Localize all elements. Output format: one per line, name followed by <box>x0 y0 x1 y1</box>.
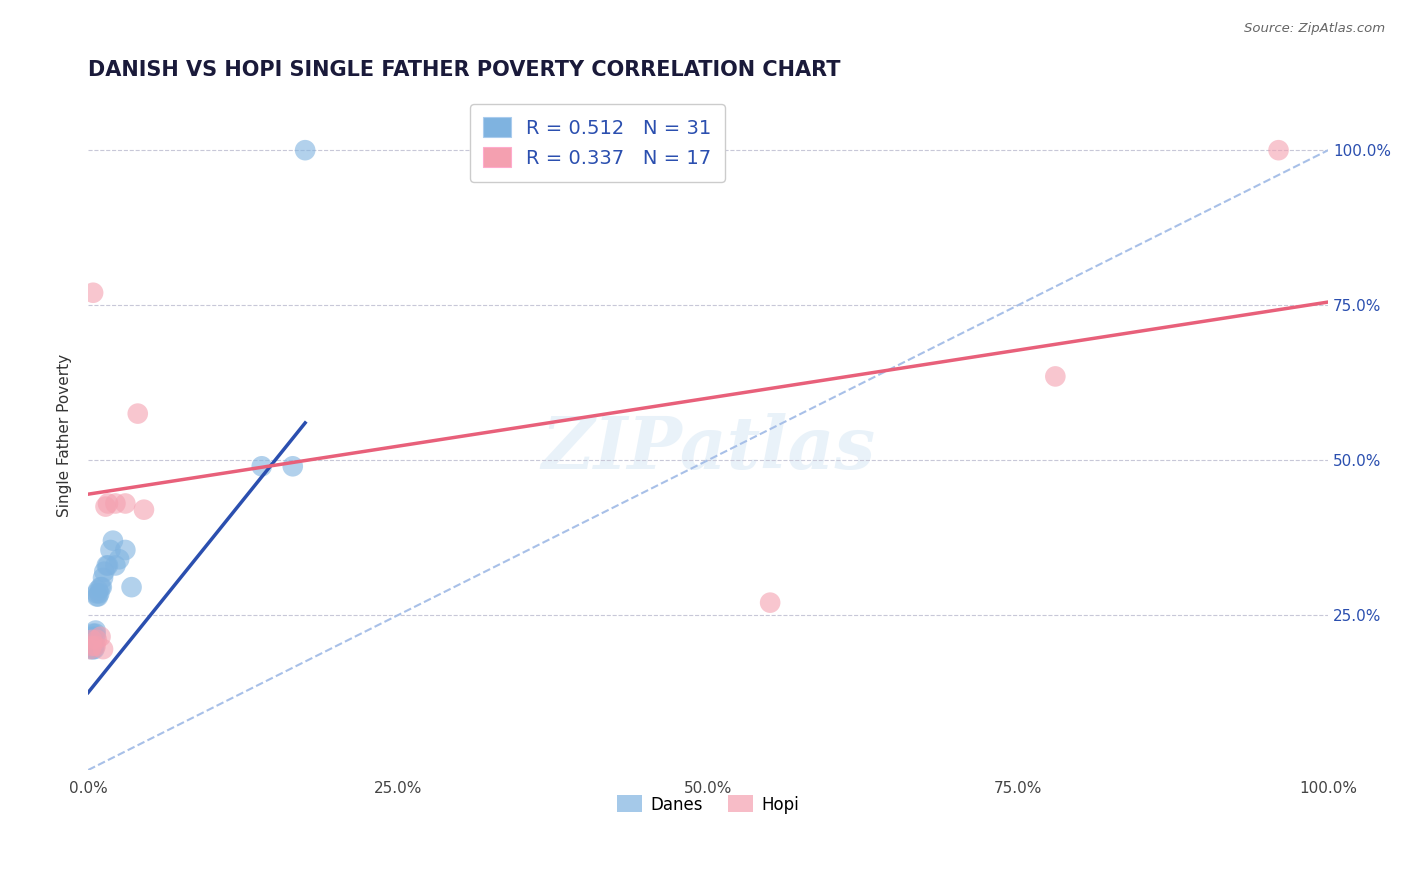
Point <box>294 143 316 157</box>
Point <box>93 565 115 579</box>
Point <box>97 496 120 510</box>
Point <box>94 500 117 514</box>
Text: DANISH VS HOPI SINGLE FATHER POVERTY CORRELATION CHART: DANISH VS HOPI SINGLE FATHER POVERTY COR… <box>89 60 841 79</box>
Point <box>87 583 110 598</box>
Text: ZIPatlas: ZIPatlas <box>541 413 875 484</box>
Point <box>91 571 114 585</box>
Text: Source: ZipAtlas.com: Source: ZipAtlas.com <box>1244 22 1385 36</box>
Point <box>82 642 104 657</box>
Point <box>1267 143 1289 157</box>
Point <box>80 632 103 647</box>
Point <box>86 632 108 647</box>
Point <box>101 533 124 548</box>
Point <box>84 624 107 638</box>
Point <box>114 543 136 558</box>
Point <box>82 632 104 647</box>
Point <box>91 642 114 657</box>
Point <box>90 630 112 644</box>
Point <box>82 626 104 640</box>
Point <box>84 630 107 644</box>
Point <box>100 543 122 558</box>
Point <box>87 590 110 604</box>
Point <box>281 459 304 474</box>
Point <box>79 642 101 657</box>
Point <box>127 407 149 421</box>
Point <box>250 459 273 474</box>
Point <box>80 639 103 653</box>
Point <box>108 552 131 566</box>
Point <box>80 630 103 644</box>
Point <box>86 590 108 604</box>
Point <box>759 596 782 610</box>
Point <box>83 639 105 653</box>
Point <box>104 558 127 573</box>
Point <box>97 558 120 573</box>
Point <box>114 496 136 510</box>
Point <box>90 580 112 594</box>
Legend: Danes, Hopi: Danes, Hopi <box>609 787 807 822</box>
Point <box>79 642 101 657</box>
Point <box>82 285 104 300</box>
Point <box>90 580 112 594</box>
Point <box>84 626 107 640</box>
Y-axis label: Single Father Poverty: Single Father Poverty <box>58 354 72 516</box>
Point <box>80 639 103 653</box>
Point <box>121 580 143 594</box>
Point <box>96 558 118 573</box>
Point <box>104 496 127 510</box>
Point <box>89 586 111 600</box>
Point <box>1045 369 1067 384</box>
Point <box>84 639 107 653</box>
Point <box>86 586 108 600</box>
Point <box>83 642 105 657</box>
Point <box>132 502 155 516</box>
